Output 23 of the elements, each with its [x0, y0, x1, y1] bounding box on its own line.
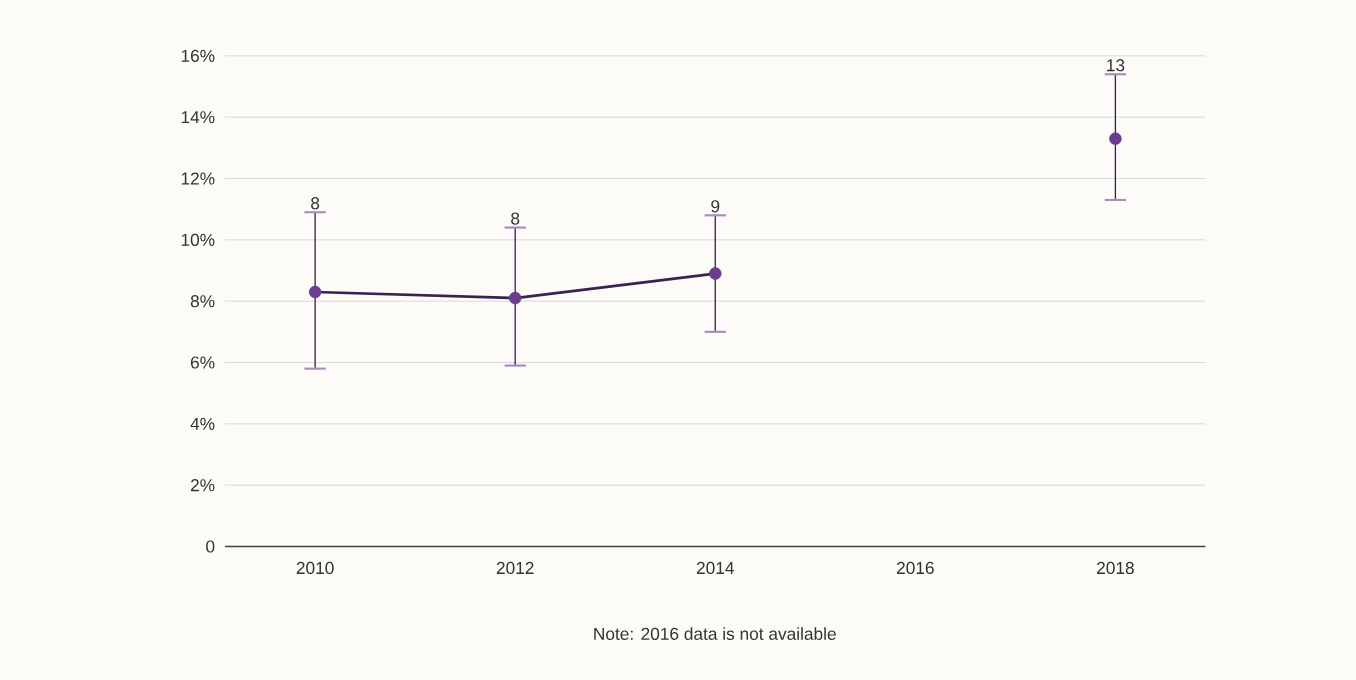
x-tick-label: 2012 [496, 561, 534, 575]
y-tick-label: 16% [181, 49, 215, 62]
x-tick-label: 2010 [296, 561, 334, 575]
y-tick-label: 12% [181, 172, 215, 185]
y-tick-label: 14% [181, 111, 215, 124]
x-tick-label: 2016 [896, 561, 934, 575]
point [1109, 132, 1122, 145]
y-tick-label: 4% [190, 417, 215, 430]
annotation: 8 [511, 212, 520, 225]
y-tick-label: 6% [190, 356, 215, 369]
x-tick-label: 2014 [696, 561, 734, 575]
annotation: 8 [311, 197, 320, 210]
x-tick-label: 2018 [1097, 561, 1134, 575]
y-tick-label: 2% [190, 479, 215, 492]
y-tick-label: 0 [206, 540, 215, 553]
annotation: 13 [1107, 59, 1125, 72]
point [508, 291, 522, 305]
text: Note: 2016 data is not available [594, 627, 836, 640]
y-tick-label: 8% [190, 294, 215, 308]
point [709, 267, 722, 280]
point [308, 285, 322, 299]
annotation: 9 [711, 200, 720, 213]
y-tick-label: 10% [181, 233, 215, 246]
